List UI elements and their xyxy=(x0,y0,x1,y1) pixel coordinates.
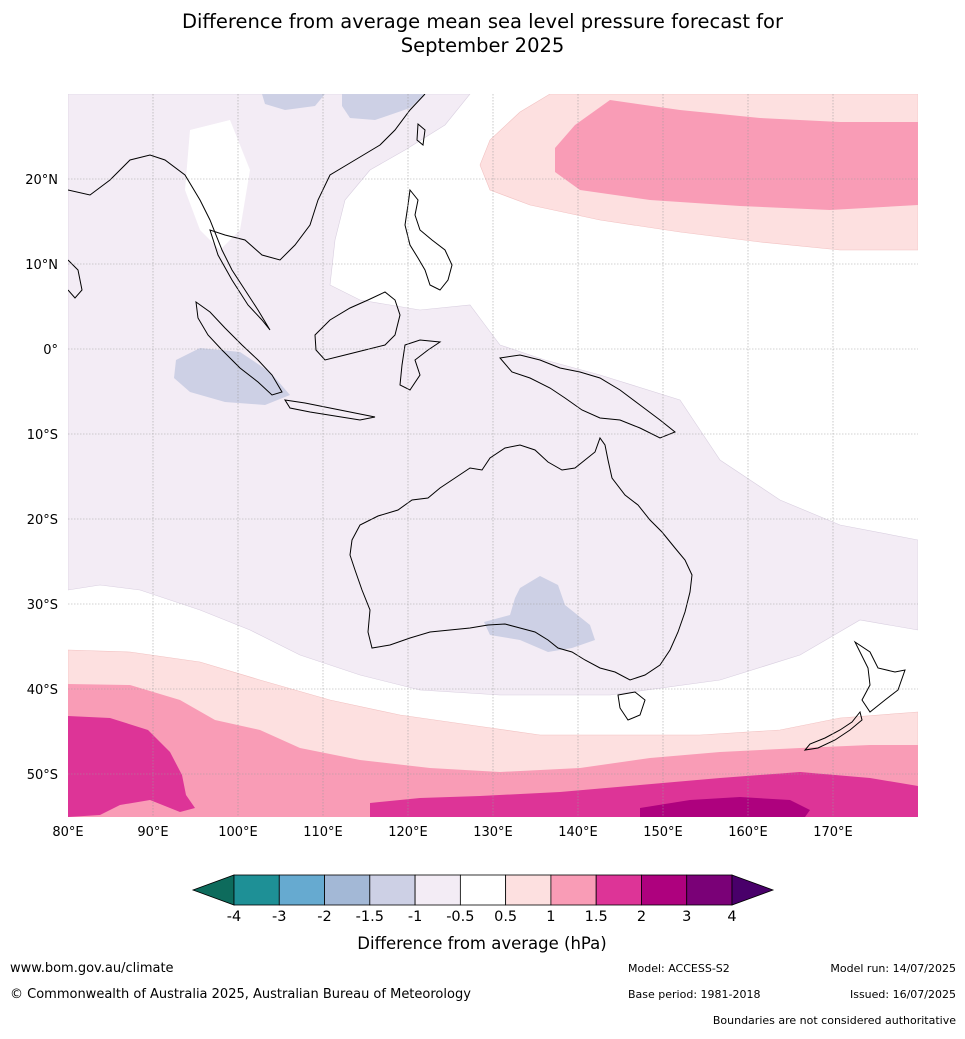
colorbar-segment xyxy=(233,874,280,906)
new-zealand-south xyxy=(803,710,863,751)
anomaly-patch-south-australia xyxy=(484,576,595,652)
colorbar-tick-label: 3 xyxy=(682,909,691,925)
lon-label-160e: 160°E xyxy=(728,825,768,840)
colorbar-arrow-max xyxy=(731,874,775,906)
footer-model: Model: ACCESS-S2 xyxy=(628,962,730,975)
colorbar-tick-label: 1.5 xyxy=(585,909,608,925)
philippines-outline xyxy=(404,188,453,291)
lat-label-30s: 30°S xyxy=(27,598,58,613)
colorbar-label: Difference from average (hPa) xyxy=(357,934,606,953)
lon-label-130e: 130°E xyxy=(473,825,513,840)
colorbar-segment xyxy=(641,874,688,906)
colorbar-segment xyxy=(369,874,416,906)
java-outline xyxy=(284,399,376,421)
anomaly-band-so-purple xyxy=(640,797,810,817)
footer-website[interactable]: www.bom.gov.au/climate xyxy=(10,961,174,976)
colorbar-segment xyxy=(414,874,461,906)
taiwan-outline xyxy=(416,122,426,146)
colorbar-segment xyxy=(595,874,642,906)
chart-title: Difference from average mean sea level p… xyxy=(0,10,965,58)
india-outline xyxy=(68,259,83,299)
lon-label-100e: 100°E xyxy=(218,825,258,840)
lat-label-0: 0° xyxy=(43,343,58,358)
australia-outline xyxy=(349,436,693,681)
gridlines xyxy=(68,94,918,817)
footer-disclaimer: Boundaries are not considered authoritat… xyxy=(712,1014,956,1027)
anomaly-band-so-magenta-west xyxy=(68,716,195,817)
latitude-labels: 20°N 10°N 0° 10°S 20°S 30°S 40°S 50°S xyxy=(25,173,58,783)
lon-label-110e: 110°E xyxy=(303,825,343,840)
lat-label-20s: 20°S xyxy=(27,513,58,528)
lon-label-170e: 170°E xyxy=(813,825,853,840)
colorbar-arrow-min xyxy=(191,874,235,906)
colorbar xyxy=(191,874,775,906)
lon-label-80e: 80°E xyxy=(52,825,83,840)
anomaly-patch-top-2 xyxy=(342,94,425,120)
sulawesi-outline xyxy=(399,339,442,391)
colorbar-tick-label: 1 xyxy=(546,909,555,925)
colorbar-tick-label: 2 xyxy=(637,909,646,925)
anomaly-patch-sumatra xyxy=(174,348,290,405)
title-line-1: Difference from average mean sea level p… xyxy=(182,10,783,33)
asia-outline xyxy=(68,94,426,331)
lon-label-150e: 150°E xyxy=(643,825,683,840)
coastlines xyxy=(68,94,906,751)
title-line-2: September 2025 xyxy=(400,34,565,57)
colorbar-segment xyxy=(550,874,597,906)
colorbar-tick-label: -3 xyxy=(272,909,286,925)
borneo-outline xyxy=(314,291,401,361)
colorbar-segment xyxy=(459,874,507,906)
lon-label-120e: 120°E xyxy=(388,825,428,840)
new-guinea-outline xyxy=(499,354,676,439)
map-area xyxy=(68,94,918,817)
anomaly-gap-white xyxy=(185,120,250,250)
colorbar-tick-label: 4 xyxy=(727,909,736,925)
colorbar-tick-label: -1 xyxy=(408,909,422,925)
colorbar-tick-label: -0.5 xyxy=(446,909,474,925)
lon-label-90e: 90°E xyxy=(137,825,168,840)
anomaly-patch-top-1 xyxy=(262,94,325,110)
longitude-labels: 80°E 90°E 100°E 110°E 120°E 130°E 140°E … xyxy=(52,825,852,840)
colorbar-segment xyxy=(505,874,552,906)
lat-label-20n: 20°N xyxy=(25,173,58,188)
sumatra-outline xyxy=(195,300,283,396)
footer-issued: Issued: 16/07/2025 xyxy=(849,988,956,1001)
footer-base-period: Base period: 1981-2018 xyxy=(628,988,761,1001)
colorbar-tick-label: -2 xyxy=(317,909,331,925)
anomaly-region-np-pink xyxy=(555,100,918,210)
footer-model-run: Model run: 14/07/2025 xyxy=(830,962,956,975)
lat-label-50s: 50°S xyxy=(27,768,58,783)
footer-copyright: © Commonwealth of Australia 2025, Austra… xyxy=(10,987,471,1002)
colorbar-ticks: -4 -3 -2 -1.5 -1 -0.5 0.5 1 1.5 2 3 4 xyxy=(227,909,737,925)
tasmania-outline xyxy=(617,691,646,721)
colorbar-tick-label: -1.5 xyxy=(356,909,384,925)
colorbar-segment xyxy=(324,874,371,906)
colorbar-tick-label: -4 xyxy=(227,909,241,925)
lat-label-10n: 10°N xyxy=(25,258,58,273)
lat-label-10s: 10°S xyxy=(27,428,58,443)
new-zealand-north xyxy=(853,640,906,713)
colorbar-tick-label: 0.5 xyxy=(494,909,517,925)
colorbar-segment xyxy=(278,874,325,906)
lon-label-140e: 140°E xyxy=(558,825,598,840)
colorbar-segment xyxy=(686,874,733,906)
lat-label-40s: 40°S xyxy=(27,683,58,698)
